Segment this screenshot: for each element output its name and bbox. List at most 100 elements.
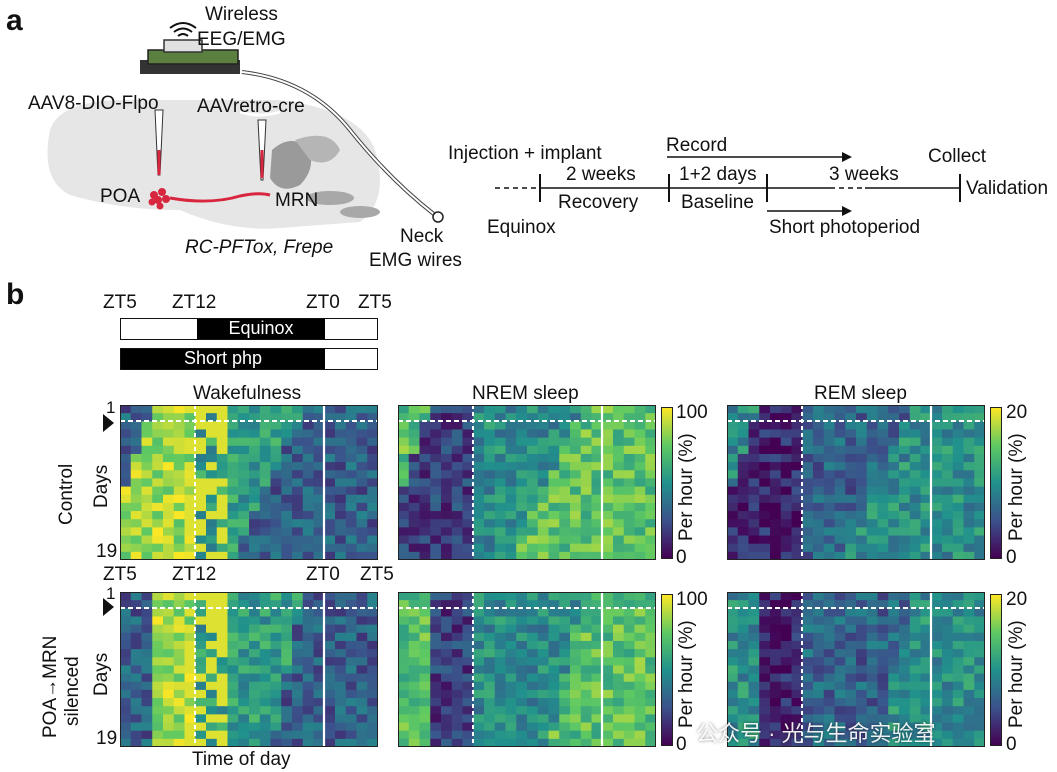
- heatmap-cell: [623, 535, 635, 545]
- heatmap-cell: [770, 519, 782, 528]
- heatmap-cell: [952, 665, 964, 674]
- heatmap-cell: [856, 689, 868, 699]
- heatmap-cell: [759, 657, 771, 666]
- colorbar-max: 20: [1006, 589, 1028, 610]
- heatmap-cell: [238, 698, 250, 707]
- experiment-timeline: [495, 152, 961, 216]
- heatmap-cell: [505, 592, 517, 601]
- heatmap-cell: [963, 673, 975, 683]
- heatmap-cell: [441, 714, 453, 723]
- heatmap-cell: [184, 632, 196, 642]
- heatmap-cell: [727, 608, 739, 617]
- heatmap-cell: [494, 511, 506, 520]
- heatmap-cell: [877, 738, 889, 747]
- heatmap-cell: [141, 462, 153, 471]
- heatmap-cell: [909, 714, 921, 723]
- heatmap-cell: [313, 665, 325, 674]
- heatmap-cell: [759, 421, 771, 430]
- aav8-label: AAV8-DIO-Flpo: [28, 93, 159, 114]
- heatmap-cell: [345, 462, 357, 471]
- heatmap-cell: [570, 551, 582, 560]
- heatmap-cell: [727, 470, 739, 479]
- heatmap-cell: [791, 698, 803, 707]
- heatmap-cell: [748, 632, 760, 642]
- heatmap-cell: [367, 738, 378, 747]
- heatmap-cell: [473, 640, 485, 650]
- heatmap-cell: [931, 421, 943, 430]
- heatmap-cell: [845, 730, 857, 740]
- heatmap-cell: [623, 462, 635, 471]
- heatmap-cell: [899, 437, 911, 447]
- heatmap-cell: [184, 421, 196, 430]
- heatmap-cell: [591, 486, 603, 496]
- heatmap-cell: [909, 511, 921, 520]
- heatmap-cell: [367, 502, 378, 512]
- heatmap-cell: [645, 689, 656, 699]
- heatmap-cell: [737, 535, 749, 545]
- heatmap-cell: [580, 405, 592, 414]
- heatmap-cell: [952, 535, 964, 545]
- heatmap-cell: [451, 730, 463, 740]
- heatmap-cell: [270, 706, 282, 715]
- heatmap-cell: [770, 527, 782, 536]
- heatmap-cell: [324, 462, 336, 471]
- heatmap-cell: [748, 511, 760, 520]
- heatmap-cell: [645, 608, 656, 617]
- heatmap-cell: [227, 689, 239, 699]
- heatmap-cell: [570, 437, 582, 447]
- heatmap-cell: [302, 421, 314, 430]
- heatmap-cell: [823, 608, 835, 617]
- heatmap-cell: [451, 624, 463, 634]
- heatmap-cell: [856, 722, 868, 732]
- heatmap-cell: [484, 502, 496, 512]
- heatmap-cell: [419, 527, 431, 536]
- heatmap-cell: [356, 413, 368, 422]
- heatmap-cell: [398, 543, 410, 553]
- heatmap-cell: [462, 527, 474, 536]
- heatmap-cell: [866, 657, 878, 666]
- heatmap-cell: [313, 600, 325, 609]
- heatmap-cell: [451, 600, 463, 609]
- heatmap-cell: [516, 722, 528, 732]
- heatmap-cell: [494, 519, 506, 528]
- heatmap-cell: [952, 738, 964, 747]
- heatmap-cell: [942, 689, 954, 699]
- heatmap-cell: [238, 462, 250, 471]
- heatmap-cell: [238, 640, 250, 650]
- heatmap-cell: [823, 600, 835, 609]
- heatmap-cell: [441, 657, 453, 666]
- heatmap-cell: [952, 616, 964, 626]
- heatmap-cell: [367, 543, 378, 553]
- heatmap-cell: [120, 437, 132, 447]
- heatmap-cell: [645, 519, 656, 528]
- wifi-icon: [169, 22, 197, 37]
- heatmap-cell: [259, 519, 271, 528]
- heatmap-cell: [559, 486, 571, 496]
- heatmap-cell: [802, 624, 814, 634]
- heatmap-cell: [613, 681, 625, 691]
- heatmap-cell: [484, 511, 496, 520]
- col-title-wake: Wakefulness: [193, 383, 302, 404]
- heatmap-cell: [419, 632, 431, 642]
- heatmap-cell: [120, 722, 132, 732]
- heatmap-cell: [559, 640, 571, 650]
- heatmap-cell: [645, 640, 656, 650]
- heatmap-cell: [163, 502, 175, 512]
- heatmap-cell: [623, 470, 635, 479]
- heatmap-cell: [748, 657, 760, 666]
- heatmap-cell: [909, 624, 921, 634]
- heatmap-cell: [281, 421, 293, 430]
- heatmap-cell: [292, 478, 304, 487]
- short-php-bar-label: Short php: [183, 348, 263, 368]
- recovery-label: Recovery: [558, 192, 639, 213]
- heatmap-cell: [866, 714, 878, 723]
- heatmap-cell: [909, 738, 921, 747]
- heatmap-cell: [120, 453, 132, 463]
- surgery-schematic: [47, 22, 444, 229]
- heatmap-cell: [335, 657, 347, 666]
- heatmap-cell: [548, 486, 560, 496]
- heatmap-cell: [770, 551, 782, 560]
- collect-label: Collect: [928, 146, 987, 167]
- heatmap-cell: [430, 600, 442, 609]
- heatmap-cell: [527, 470, 539, 479]
